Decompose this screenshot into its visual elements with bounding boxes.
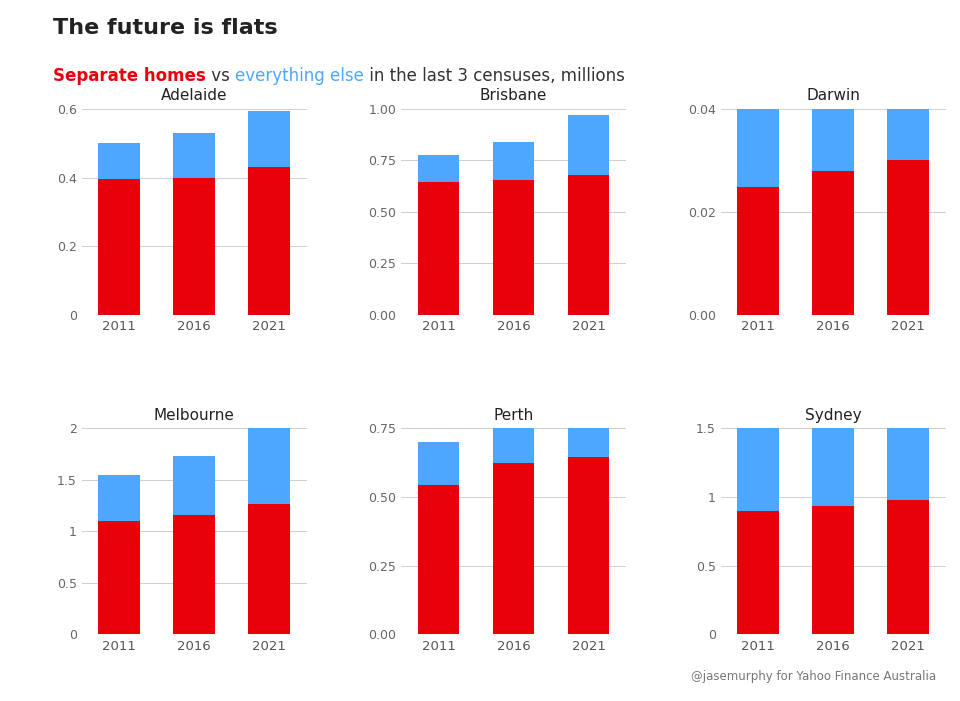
Title: Melbourne: Melbourne bbox=[154, 408, 234, 423]
Text: The future is flats: The future is flats bbox=[53, 18, 277, 38]
Bar bbox=[493, 180, 534, 315]
Text: @jasemurphy for Yahoo Finance Australia: @jasemurphy for Yahoo Finance Australia bbox=[691, 670, 936, 683]
Bar bbox=[174, 177, 215, 315]
Bar bbox=[174, 456, 215, 515]
Bar bbox=[568, 115, 610, 175]
Bar bbox=[99, 475, 140, 521]
Bar bbox=[812, 414, 853, 506]
Bar bbox=[812, 77, 853, 170]
Bar bbox=[737, 511, 779, 634]
Bar bbox=[249, 111, 290, 168]
Text: Separate homes: Separate homes bbox=[53, 67, 205, 85]
Bar bbox=[418, 155, 459, 182]
Bar bbox=[568, 457, 610, 634]
Title: Perth: Perth bbox=[493, 408, 534, 423]
Bar bbox=[99, 179, 140, 315]
Bar bbox=[737, 187, 779, 315]
Bar bbox=[737, 99, 779, 187]
Bar bbox=[568, 175, 610, 315]
Bar bbox=[493, 416, 534, 463]
Text: everything else: everything else bbox=[234, 67, 364, 85]
Bar bbox=[99, 521, 140, 634]
Bar bbox=[249, 503, 290, 634]
Bar bbox=[418, 484, 459, 634]
Bar bbox=[249, 426, 290, 503]
Bar bbox=[812, 170, 853, 315]
Bar bbox=[249, 168, 290, 315]
Bar bbox=[493, 463, 534, 634]
Text: in the last 3 censuses, millions: in the last 3 censuses, millions bbox=[364, 67, 624, 85]
Bar bbox=[737, 424, 779, 511]
Bar bbox=[418, 442, 459, 484]
Bar bbox=[99, 143, 140, 179]
Bar bbox=[174, 133, 215, 177]
Bar bbox=[887, 56, 928, 161]
Bar bbox=[493, 142, 534, 180]
Title: Brisbane: Brisbane bbox=[480, 88, 547, 103]
Bar bbox=[418, 182, 459, 315]
Bar bbox=[887, 500, 928, 634]
Bar bbox=[174, 515, 215, 634]
Bar bbox=[568, 395, 610, 457]
Bar bbox=[887, 161, 928, 315]
Title: Darwin: Darwin bbox=[806, 88, 860, 103]
Title: Adelaide: Adelaide bbox=[161, 88, 228, 103]
Bar bbox=[887, 392, 928, 500]
Text: vs: vs bbox=[205, 67, 234, 85]
Title: Sydney: Sydney bbox=[804, 408, 861, 423]
Bar bbox=[812, 506, 853, 634]
